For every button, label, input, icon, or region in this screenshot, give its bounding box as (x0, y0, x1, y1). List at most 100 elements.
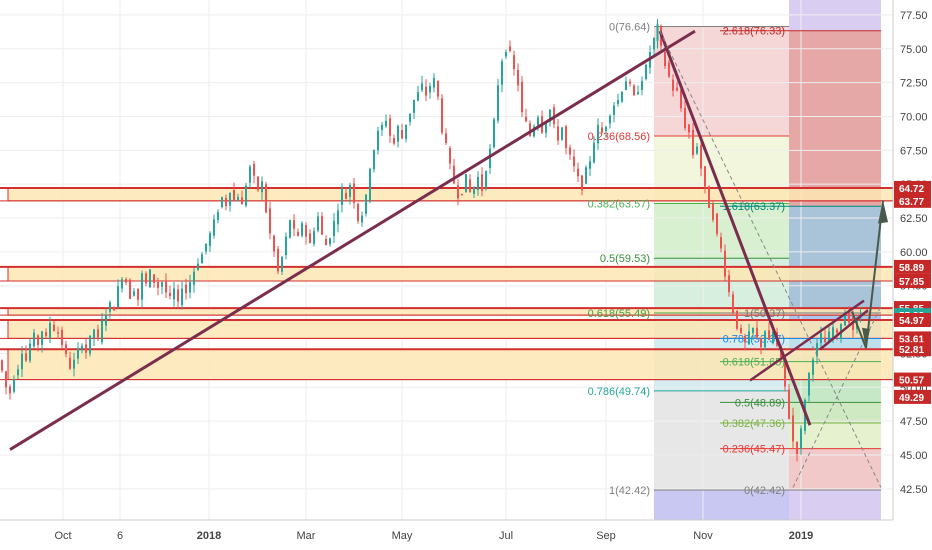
candle-body (437, 80, 439, 97)
price-tag-label: 54.97 (899, 316, 924, 327)
candle-body (265, 184, 267, 213)
candle-body (637, 92, 639, 95)
candle-body (385, 120, 387, 127)
fib-extension-label: 0(42.42) (744, 485, 785, 497)
price-tick-label: 77.50 (900, 10, 928, 22)
candle-body (117, 286, 119, 308)
candle-body (305, 225, 307, 237)
candle-body (820, 333, 822, 343)
candle-body (736, 310, 738, 329)
candle-body (561, 127, 563, 140)
candle-body (565, 126, 567, 148)
candle-body (836, 329, 838, 333)
time-tick-label: May (392, 530, 413, 542)
candle-body (409, 113, 411, 122)
candle-body (453, 165, 455, 184)
time-tick-label: 6 (117, 530, 123, 542)
candle-body (816, 343, 818, 357)
price-tag-marker (894, 342, 931, 357)
candle-body (1, 360, 3, 371)
price-tag-label: 50.57 (899, 376, 924, 387)
candle-body (137, 288, 139, 300)
candle-body (792, 415, 794, 442)
candle-body (401, 129, 403, 139)
fib-extension-label: 0.382(47.36) (723, 418, 785, 430)
candle-body (433, 77, 435, 88)
candle-body (121, 279, 123, 289)
candle-body (832, 327, 834, 338)
candle-body (477, 176, 479, 191)
price-tick-label: 62.50 (900, 213, 928, 225)
time-tick-label: Jul (499, 530, 513, 542)
candle-body (13, 379, 15, 392)
candle-body (229, 192, 231, 206)
candle-body (129, 279, 131, 300)
candle-body (509, 46, 511, 51)
candle-body (237, 196, 239, 202)
fib-level-label: 0(76.64) (609, 22, 650, 34)
price-tag-label: 52.81 (899, 345, 924, 356)
candle-body (505, 52, 507, 57)
candle-body (489, 148, 491, 168)
candle-body (9, 386, 11, 394)
candle-body (716, 213, 718, 234)
candle-body (357, 203, 359, 222)
candle-body (101, 320, 103, 343)
candle-body (169, 292, 171, 297)
price-tick-label: 45.00 (900, 450, 928, 462)
candle-body (672, 79, 674, 91)
arrow-head-icon (862, 327, 870, 349)
candle-body (429, 85, 431, 93)
candle-body (17, 369, 19, 376)
fib-level-label: 0.618(55.49) (588, 308, 650, 320)
candle-body (245, 185, 247, 206)
fib-extension-label: 0.236(45.47) (723, 444, 785, 456)
price-tag-label: 53.61 (899, 334, 924, 345)
candle-body (217, 212, 219, 220)
candle-body (768, 330, 770, 340)
fib-level-label: 1(42.42) (609, 485, 650, 497)
fib-extension-label: 1(50.37) (744, 308, 785, 320)
fib-extension-band (789, 489, 881, 520)
fib-dashed-diagonal (659, 30, 882, 488)
candle-body (77, 348, 79, 359)
candle-body (29, 343, 31, 361)
candle-body (273, 235, 275, 252)
candle-body (49, 322, 51, 338)
candle-body (684, 107, 686, 129)
candle-body (361, 215, 363, 223)
candle-body (193, 271, 195, 285)
candle-body (844, 315, 846, 326)
price-tag-marker (894, 372, 931, 387)
candle-body (772, 331, 774, 344)
candle-body (289, 220, 291, 238)
candle-body (744, 335, 746, 343)
candle-body (461, 193, 463, 195)
candle-body (692, 129, 694, 156)
fib-extension-label: 1.618(63.37) (723, 201, 785, 213)
candle-body (493, 119, 495, 148)
candle-body (181, 288, 183, 306)
price-tag-label: 57.85 (899, 277, 924, 288)
candle-body (53, 324, 55, 331)
candle-body (213, 219, 215, 236)
price-tag-marker (894, 389, 931, 404)
candle-body (277, 248, 279, 272)
candle-body (457, 185, 459, 199)
candle-body (225, 197, 227, 207)
candle-body (373, 150, 375, 170)
candle-body (5, 371, 7, 388)
time-tick-label: 2018 (197, 530, 221, 542)
candle-body (61, 330, 63, 346)
candle-body (161, 282, 163, 287)
price-tag-marker (894, 193, 931, 208)
price-tick-label: 72.50 (900, 78, 928, 90)
candle-body (481, 174, 483, 191)
candle-body (421, 83, 423, 91)
fib-retracement-base-band (654, 489, 789, 520)
time-axis-background (0, 520, 932, 550)
ascending-trendline (9, 29, 696, 451)
support-resistance-zone (7, 348, 894, 381)
candle-body (157, 282, 159, 288)
